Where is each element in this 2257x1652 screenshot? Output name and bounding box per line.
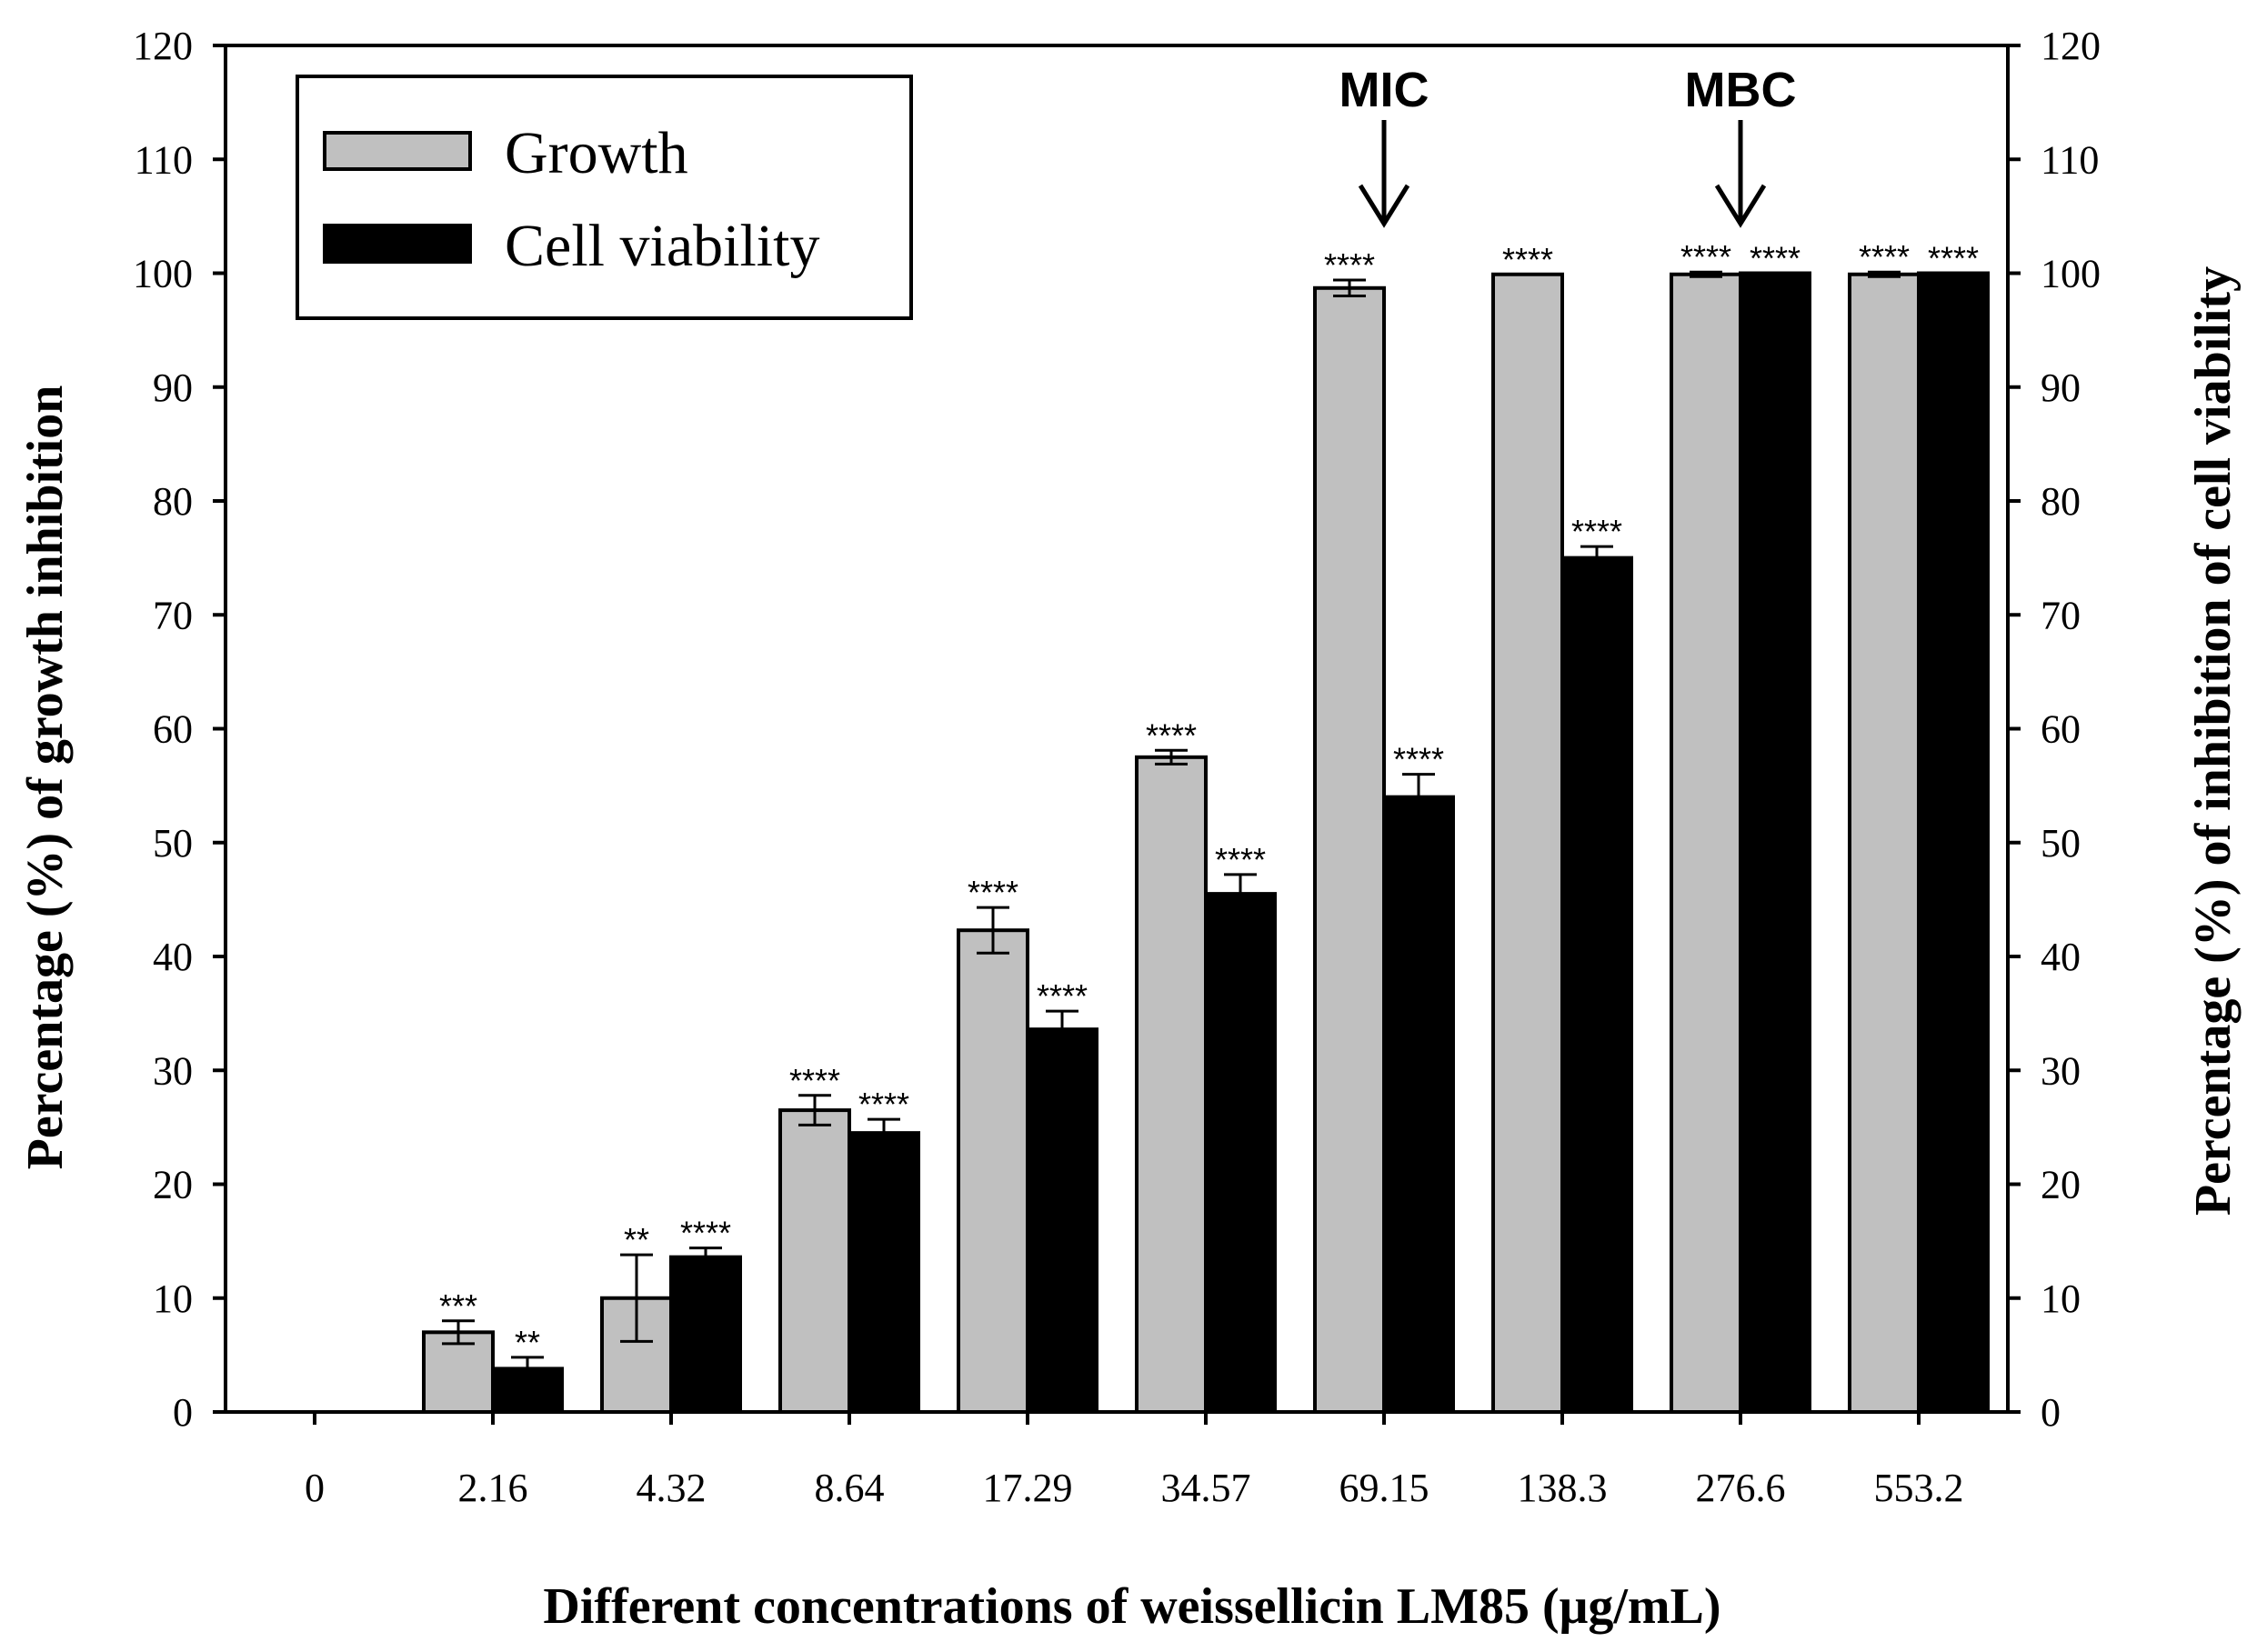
bar — [957, 928, 1029, 1414]
y2-tick-label: 40 — [2041, 935, 2081, 979]
y-tick-label: 0 — [173, 1390, 193, 1435]
y2-tick-label: 80 — [2041, 479, 2081, 524]
y2-tick-label: 100 — [2041, 252, 2101, 296]
y2-tick-label: 120 — [2041, 24, 2101, 68]
legend-swatch-cell-viability — [323, 224, 472, 264]
y2-axis-title: Percentage (%) of inhibition of cell via… — [2185, 266, 2242, 1216]
x-tick-label: 17.29 — [983, 1466, 1073, 1510]
significance-label: **** — [1037, 977, 1088, 1015]
y2-tick-label: 90 — [2041, 365, 2081, 410]
bar — [1560, 556, 1633, 1414]
bar — [1026, 1027, 1098, 1415]
significance-label: **** — [1215, 841, 1266, 878]
y2-tick-label: 70 — [2041, 593, 2081, 637]
annotations: ******* *********************************… — [439, 63, 1979, 1361]
y2-tick-label: 0 — [2041, 1390, 2061, 1435]
y2-tick-label: 60 — [2041, 707, 2081, 752]
x-tick-label: 8.64 — [815, 1466, 885, 1510]
y-tick-label: 20 — [153, 1163, 193, 1207]
significance-label: **** — [789, 1062, 840, 1099]
x-tick-label: 0 — [305, 1466, 325, 1510]
bar — [669, 1255, 742, 1415]
significance-label: **** — [1859, 238, 1910, 275]
bar — [1204, 892, 1277, 1414]
bar — [1848, 272, 1921, 1415]
ticks: 0 0 10 10 20 20 30 30 40 40 50 50 60 60 70 70 80 80 90 90 10… — [133, 24, 2101, 1510]
legend-swatch-growth — [323, 131, 472, 171]
y-tick-label: 100 — [133, 252, 193, 296]
x-tick-label: 69.15 — [1339, 1466, 1429, 1510]
x-tick-label: 553.2 — [1874, 1466, 1964, 1510]
significance-label: **** — [1502, 241, 1553, 278]
significance-label: **** — [680, 1215, 731, 1252]
bar — [1313, 285, 1386, 1415]
y-tick-label: 60 — [153, 707, 193, 752]
x-axis-title: Different concentrations of weissellicin… — [543, 1578, 1720, 1635]
significance-label: **** — [1146, 716, 1197, 754]
significance-label: **** — [1393, 741, 1444, 778]
bar — [778, 1108, 851, 1415]
y-axis-title: Percentage (%) of growth inhibition — [17, 385, 74, 1170]
x-tick-label: 34.57 — [1161, 1466, 1251, 1510]
bars — [422, 270, 1990, 1415]
bar — [1382, 795, 1455, 1414]
significance-label: **** — [1680, 238, 1731, 275]
y-tick-label: 50 — [153, 821, 193, 866]
marker-label: MIC — [1339, 63, 1429, 117]
x-tick-label: 4.32 — [637, 1466, 707, 1510]
y2-tick-label: 10 — [2041, 1277, 2081, 1321]
significance-label: **** — [1571, 513, 1622, 550]
x-tick-label: 138.3 — [1518, 1466, 1608, 1510]
significance-label: **** — [968, 874, 1018, 911]
bar — [1135, 755, 1208, 1414]
bar — [1670, 272, 1742, 1415]
marker-arrow-head — [1714, 184, 1767, 228]
y2-tick-label: 30 — [2041, 1048, 2081, 1093]
bar — [1917, 271, 1990, 1414]
bar — [1739, 271, 1811, 1414]
marker-arrow-head — [1358, 184, 1410, 228]
significance-label: *** — [439, 1287, 477, 1325]
legend: Growth Cell viability — [296, 75, 913, 320]
legend-label-growth: Growth — [505, 120, 688, 186]
significance-label: **** — [858, 1086, 909, 1123]
y-tick-label: 120 — [133, 24, 193, 68]
x-tick-label: 2.16 — [458, 1466, 528, 1510]
marker-label: MBC — [1685, 63, 1797, 117]
bar — [848, 1131, 920, 1414]
significance-label: **** — [1324, 246, 1375, 284]
y2-tick-label: 50 — [2041, 821, 2081, 866]
y2-tick-label: 110 — [2041, 137, 2099, 182]
y-tick-label: 30 — [153, 1048, 193, 1093]
significance-label: ** — [515, 1324, 540, 1361]
x-tick-label: 276.6 — [1696, 1466, 1786, 1510]
y-tick-label: 40 — [153, 935, 193, 979]
significance-label: **** — [1928, 240, 1979, 277]
y-tick-label: 110 — [135, 137, 193, 182]
bar — [1491, 272, 1564, 1415]
legend-label-cell-viability: Cell viability — [505, 213, 819, 279]
y-tick-label: 80 — [153, 479, 193, 524]
y-tick-label: 70 — [153, 593, 193, 637]
significance-label: ** — [624, 1221, 649, 1258]
y-tick-label: 90 — [153, 365, 193, 410]
y-tick-label: 10 — [153, 1277, 193, 1321]
bar — [600, 1296, 673, 1414]
significance-label: **** — [1750, 240, 1801, 277]
y2-tick-label: 20 — [2041, 1163, 2081, 1207]
